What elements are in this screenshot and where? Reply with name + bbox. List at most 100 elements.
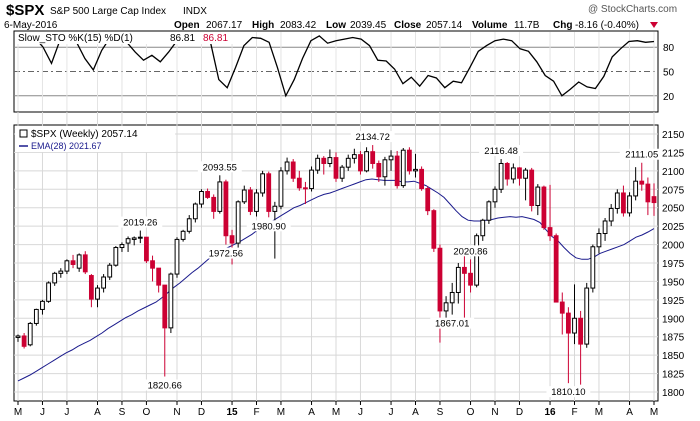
- candle-body: [413, 168, 418, 172]
- price-tick-label: 2100: [662, 167, 685, 178]
- candle: [480, 218, 486, 241]
- candle-body: [584, 287, 590, 345]
- candle: [339, 164, 345, 182]
- candle-body: [419, 168, 425, 190]
- high-value: 2083.42: [280, 20, 317, 31]
- candle-body: [21, 335, 27, 347]
- candle-body: [296, 177, 302, 189]
- time-tick-label: J: [40, 407, 45, 418]
- candle: [492, 186, 498, 208]
- time-tick-label: A: [94, 407, 101, 418]
- candle: [82, 251, 88, 275]
- price-tick-label: 2000: [662, 241, 685, 252]
- time-tick-label: D: [198, 407, 205, 418]
- candle: [541, 185, 547, 230]
- candle: [333, 152, 339, 182]
- candle-body: [278, 170, 284, 207]
- time-tick-label: N: [491, 407, 498, 418]
- candle: [400, 148, 406, 188]
- stochastic-d-value: 86.81: [203, 33, 228, 44]
- candle: [529, 167, 535, 212]
- candle-body: [351, 154, 357, 159]
- candle-body: [425, 188, 431, 212]
- candle: [351, 148, 357, 164]
- candle: [303, 181, 308, 205]
- high-label: High: [252, 20, 274, 31]
- candle-body: [462, 266, 467, 274]
- candle-body: [33, 308, 39, 324]
- price-annotation: 2116.48: [484, 146, 518, 157]
- candle-body: [358, 154, 363, 172]
- candle-body: [162, 284, 168, 329]
- candle-body: [651, 196, 657, 204]
- candle-body: [498, 162, 504, 190]
- time-tick-label: J: [358, 407, 363, 418]
- candle: [584, 282, 590, 348]
- time-tick-label: S: [119, 407, 126, 418]
- candle-body: [315, 157, 321, 171]
- candle-body: [449, 291, 455, 304]
- candle-body: [572, 317, 577, 334]
- candle: [162, 284, 168, 377]
- candle-body: [327, 157, 333, 164]
- low-label: Low: [326, 20, 346, 31]
- candle-body: [621, 192, 626, 214]
- candle: [205, 188, 210, 199]
- candle-body: [400, 149, 406, 187]
- candle: [572, 284, 577, 345]
- time-tick-label: A: [626, 407, 633, 418]
- time-tick-label: M: [650, 407, 658, 418]
- price-annotation: 2020.86: [453, 246, 487, 257]
- candle-body: [180, 230, 186, 240]
- candle-body: [205, 190, 210, 198]
- candle-body: [247, 189, 253, 212]
- price-tick-label: 2025: [662, 222, 685, 233]
- candle-body: [474, 235, 480, 286]
- down-arrow-icon: [650, 22, 658, 28]
- candle: [223, 179, 229, 245]
- candle: [510, 163, 516, 184]
- candle: [76, 253, 82, 272]
- candle-body: [559, 301, 565, 314]
- candle: [180, 229, 186, 242]
- watermark: @ StockCharts.com: [588, 4, 677, 15]
- stochastic-label: Slow_STO %K(15) %D(1): [18, 33, 133, 44]
- candle-body: [468, 272, 473, 286]
- annotation-bg: [203, 247, 248, 259]
- candle: [88, 274, 94, 308]
- price-annotation: 1867.01: [435, 319, 469, 330]
- candle: [370, 145, 376, 169]
- annotation-bg: [430, 317, 475, 329]
- candle: [241, 185, 247, 205]
- candle: [199, 189, 204, 208]
- stochastic-panel: Slow_STO %K(15) %D(1) 86.81 86.81 80 50 20: [13, 30, 675, 113]
- candle: [156, 267, 162, 293]
- candle: [107, 263, 113, 280]
- time-tick-label: N: [173, 407, 180, 418]
- candle: [382, 156, 388, 186]
- annotation-bg: [448, 245, 493, 257]
- candle: [474, 233, 480, 288]
- open-value: 2067.17: [206, 20, 243, 31]
- price-annotation: 1980.90: [252, 221, 286, 232]
- candle-body: [517, 167, 522, 179]
- candle-body: [186, 218, 192, 232]
- candle-body: [241, 189, 247, 203]
- price-annotation: 2111.05: [625, 150, 658, 161]
- candle-body: [345, 157, 351, 168]
- volume-value: 11.7B: [514, 20, 540, 31]
- candle: [125, 236, 131, 252]
- candle-body: [266, 173, 272, 212]
- candle: [394, 150, 400, 189]
- candle: [315, 154, 321, 174]
- candle-body: [101, 276, 107, 289]
- price-tick-label: 1800: [662, 388, 685, 399]
- annotation-bg: [619, 148, 664, 160]
- candle: [596, 228, 602, 254]
- candle-body: [260, 173, 266, 194]
- candle: [602, 218, 608, 241]
- candle: [52, 271, 58, 286]
- time-tick-label: O: [143, 407, 151, 418]
- candle-body: [480, 219, 486, 237]
- time-tick-label: O: [467, 407, 475, 418]
